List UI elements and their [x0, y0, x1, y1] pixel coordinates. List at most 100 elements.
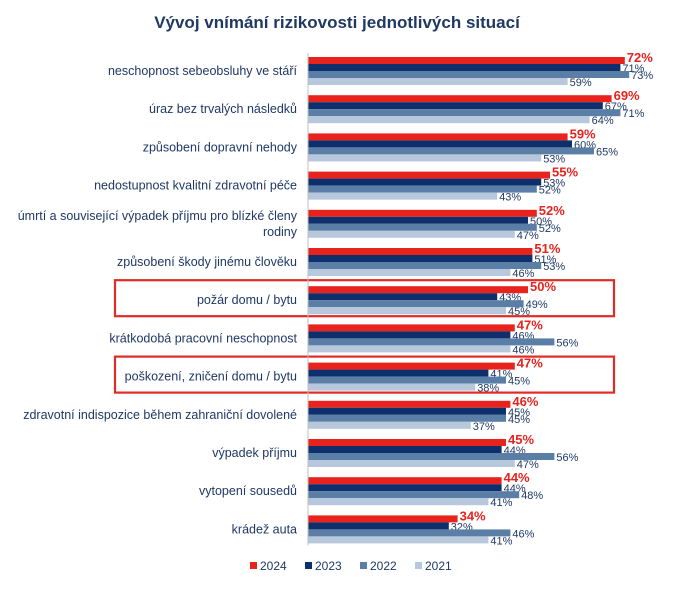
category-label: způsobení škody jinému člověku — [117, 255, 297, 269]
bar-2023 — [308, 216, 528, 224]
data-label: 72% — [627, 50, 653, 65]
legend-label: 2022 — [370, 559, 397, 573]
data-label: 65% — [596, 146, 618, 158]
data-label: 45% — [508, 414, 530, 426]
data-label: 46% — [512, 394, 538, 409]
data-label: 53% — [543, 261, 565, 273]
bar-2022 — [308, 300, 524, 308]
legend-swatch-2021 — [415, 562, 422, 569]
bar-2023 — [308, 369, 489, 377]
bar-2023 — [308, 102, 603, 110]
bar-2022 — [308, 109, 621, 117]
bar-2023 — [308, 446, 502, 453]
bar-2024 — [308, 171, 550, 179]
bar-2021 — [308, 154, 542, 162]
highlight-frame — [113, 355, 616, 394]
bar-2021 — [308, 307, 506, 315]
bar-2024 — [308, 133, 568, 141]
bar-2024 — [308, 515, 458, 523]
bar-2021 — [308, 269, 511, 276]
data-label: 71% — [622, 108, 644, 120]
category-label: vytopení sousedů — [199, 484, 297, 498]
bar-2024 — [308, 400, 511, 408]
bar-2023 — [308, 331, 511, 339]
bar-2021 — [308, 421, 471, 429]
legend: 2024 2023 2022 2021 — [250, 559, 452, 573]
category-label: úraz bez trvalých následků — [149, 102, 297, 116]
data-label: 43% — [499, 192, 521, 204]
bar-2024 — [308, 209, 537, 217]
bar-2022 — [308, 338, 555, 346]
data-label: 46% — [512, 344, 534, 356]
data-label: 53% — [543, 153, 565, 165]
bar-2022 — [308, 185, 537, 193]
data-label: 69% — [614, 88, 640, 103]
data-label: 56% — [556, 337, 578, 349]
highlight-frame — [113, 279, 616, 318]
category-label: výpadek příjmu — [212, 446, 297, 460]
data-label: 45% — [508, 376, 530, 388]
bar-2024 — [308, 286, 528, 294]
bar-2022 — [308, 414, 506, 422]
data-label: 56% — [556, 452, 578, 464]
data-label: 59% — [570, 126, 596, 141]
bar-2024 — [308, 57, 625, 64]
data-label: 48% — [521, 490, 543, 502]
bar-2021 — [308, 498, 489, 506]
data-label: 44% — [504, 470, 530, 485]
category-label: nedostupnost kvalitní zdravotní péče — [94, 179, 297, 193]
data-label: 49% — [526, 299, 548, 311]
bar-2021 — [308, 536, 489, 544]
data-label: 41% — [490, 497, 512, 509]
data-label: 37% — [473, 421, 495, 433]
bar-2021 — [308, 383, 476, 391]
data-label: 73% — [631, 70, 653, 82]
data-label: 53% — [543, 178, 565, 190]
bar-2022 — [308, 262, 542, 269]
bar-2023 — [308, 255, 533, 262]
bar-2022 — [308, 147, 594, 155]
legend-swatch-2022 — [360, 562, 367, 569]
bar-2022 — [308, 529, 511, 537]
category-label: rodiny — [263, 225, 298, 239]
bar-2021 — [308, 230, 515, 238]
bar-2024 — [308, 324, 515, 332]
category-label: krádež auta — [232, 522, 297, 536]
legend-label: 2021 — [425, 559, 452, 573]
category-label: požár domu / bytu — [197, 293, 297, 307]
data-label: 64% — [592, 115, 614, 127]
data-label: 41% — [490, 535, 512, 547]
bar-2022 — [308, 453, 555, 460]
legend-swatch-2023 — [305, 562, 312, 569]
data-label: 55% — [552, 165, 578, 180]
legend-label: 2023 — [315, 559, 342, 573]
data-label: 45% — [508, 432, 534, 447]
bar-2024 — [308, 439, 506, 446]
data-label: 47% — [517, 230, 539, 242]
legend-swatch-2024 — [250, 562, 257, 569]
bar-2022 — [308, 71, 630, 78]
data-label: 34% — [460, 508, 486, 523]
data-label: 52% — [539, 223, 561, 235]
bar-2023 — [308, 293, 498, 301]
bar-2023 — [308, 522, 449, 530]
bar-2023 — [308, 64, 621, 71]
bar-2023 — [308, 140, 572, 148]
data-label: 47% — [517, 356, 543, 371]
bar-2021 — [308, 116, 590, 124]
chart-title: Vývoj vnímání rizikovosti jednotlivých s… — [154, 13, 521, 32]
bar-2021 — [308, 192, 498, 200]
category-label: neschopnost sebeobsluhy ve stáří — [108, 64, 298, 78]
data-label: 47% — [517, 317, 543, 332]
data-label: 46% — [512, 528, 534, 540]
plot-area: neschopnost sebeobsluhy ve stáří 72% 71% 73… — [18, 50, 654, 547]
bar-2022 — [308, 376, 506, 384]
data-label: 59% — [570, 77, 592, 89]
data-label: 46% — [512, 268, 534, 280]
data-label: 51% — [534, 241, 560, 256]
bar-2023 — [308, 178, 542, 186]
bar-2024 — [308, 477, 502, 485]
bar-2021 — [308, 460, 515, 467]
bar-2023 — [308, 407, 506, 415]
